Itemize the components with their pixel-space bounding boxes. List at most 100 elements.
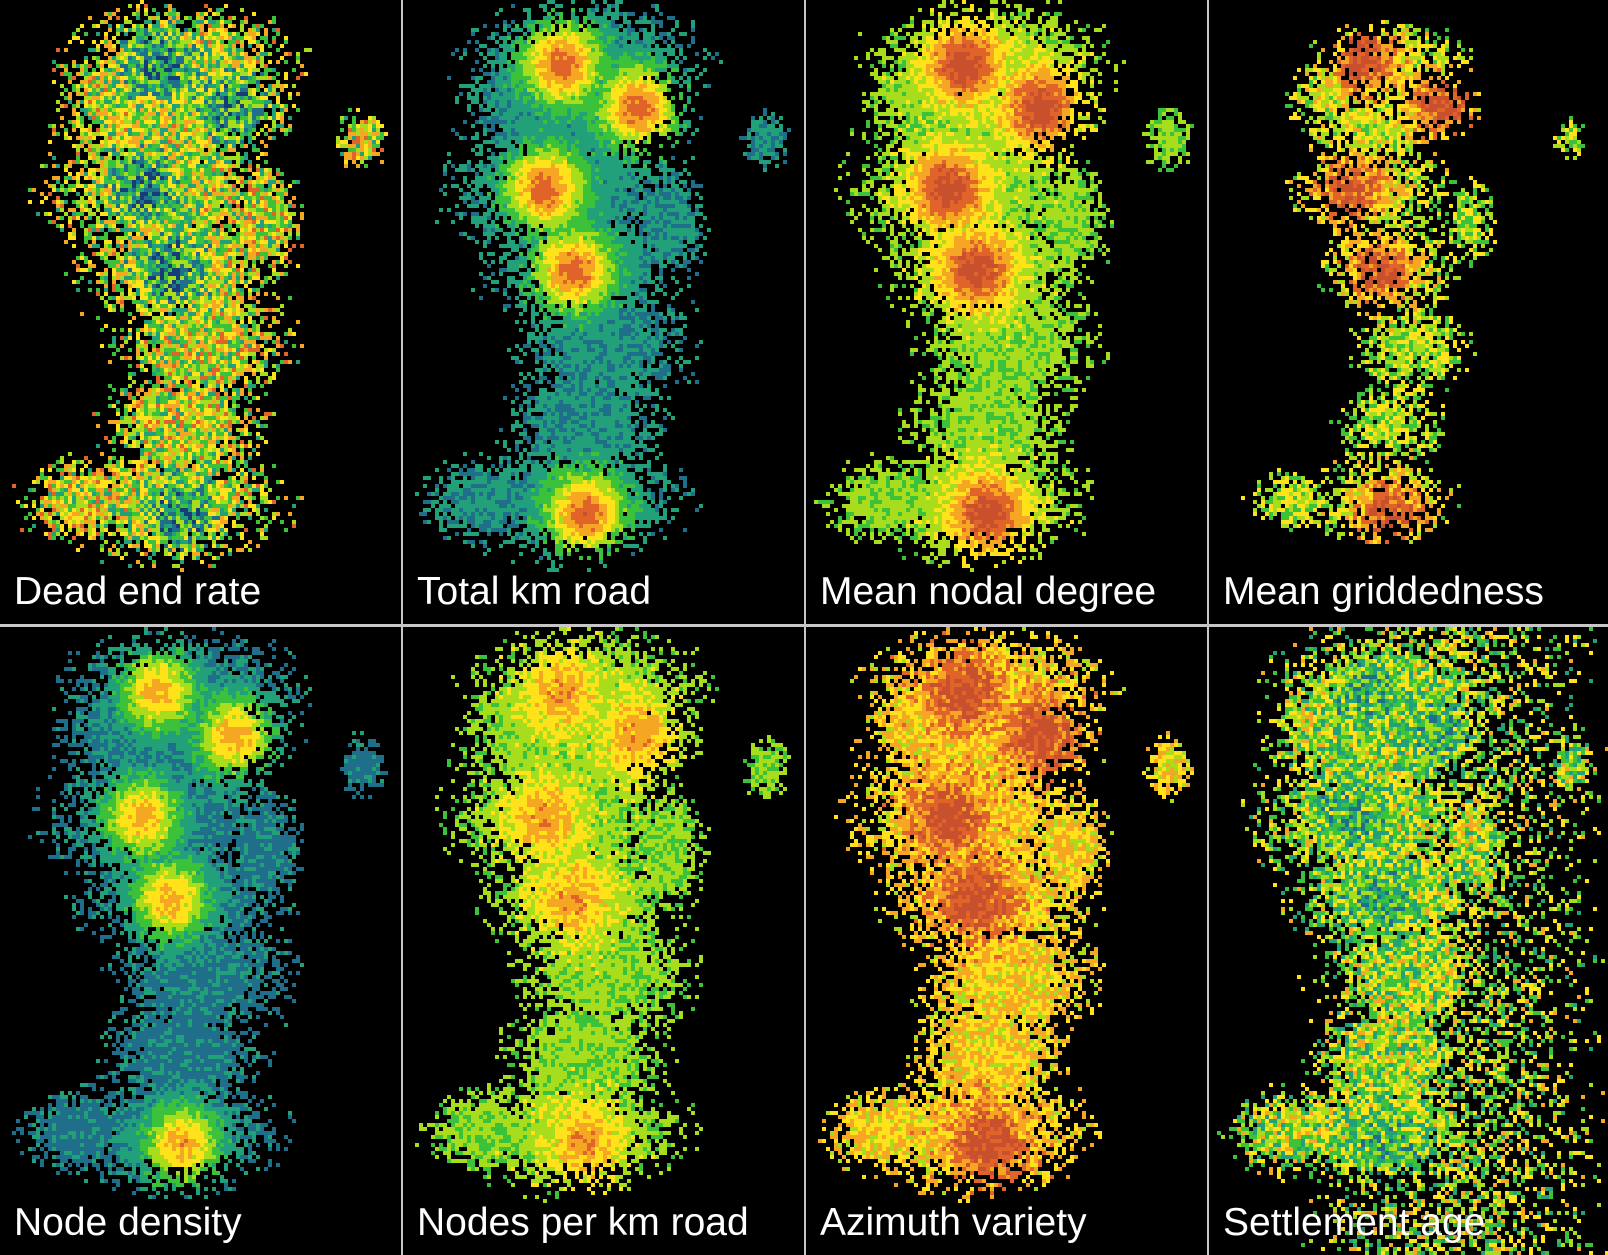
map-cell	[216, 420, 220, 424]
map-cell	[116, 180, 120, 184]
map-cell	[136, 52, 140, 56]
map-cell	[164, 216, 168, 220]
map-cell	[176, 40, 180, 44]
map-cell	[252, 368, 256, 372]
map-cell	[256, 24, 260, 28]
map-cell	[228, 316, 232, 320]
map-cell	[88, 116, 92, 120]
map-cell	[352, 160, 356, 164]
map-cell	[120, 52, 124, 56]
map-cell	[152, 224, 156, 228]
map-cell	[144, 80, 148, 84]
map-cell	[180, 208, 184, 212]
map-cell	[140, 476, 144, 480]
map-cell	[144, 420, 148, 424]
map-cell	[252, 24, 256, 28]
map-cell	[172, 380, 176, 384]
map-cell	[192, 264, 196, 268]
map-cell	[192, 140, 196, 144]
map-cell	[120, 228, 124, 232]
map-cell	[220, 400, 224, 404]
map-cell	[344, 144, 348, 148]
map-cell	[80, 256, 84, 260]
map-cell	[360, 124, 364, 128]
map-cell	[152, 248, 156, 252]
map-cell	[108, 72, 112, 76]
map-cell	[200, 100, 204, 104]
map-cell	[224, 240, 228, 244]
map-cell	[164, 244, 168, 248]
map-cell	[144, 168, 148, 172]
map-cell	[224, 64, 228, 68]
map-cell	[168, 44, 172, 48]
map-cell	[184, 464, 188, 468]
map-cell	[88, 84, 92, 88]
map-cell	[112, 212, 116, 216]
map-cell	[204, 428, 208, 432]
map-cell	[196, 284, 200, 288]
map-cell	[124, 80, 128, 84]
map-cell	[240, 300, 244, 304]
map-cell	[204, 304, 208, 308]
map-cell	[188, 124, 192, 128]
map-cell	[224, 336, 228, 340]
map-cell	[208, 444, 212, 448]
map-cell	[148, 352, 152, 356]
map-cell	[164, 416, 168, 420]
map-cell	[352, 116, 356, 120]
map-cell	[156, 368, 160, 372]
map-cell	[236, 40, 240, 44]
map-cell	[96, 200, 100, 204]
map-cell	[212, 460, 216, 464]
map-cell	[156, 92, 160, 96]
map-cell	[72, 468, 76, 472]
map-cell	[212, 24, 216, 28]
map-cell	[220, 116, 224, 120]
map-cell	[80, 460, 84, 464]
map-cell	[240, 124, 244, 128]
map-cell	[264, 144, 268, 148]
map-cell	[188, 392, 192, 396]
map-cell	[192, 308, 196, 312]
map-cell	[236, 392, 240, 396]
map-cell	[228, 60, 232, 64]
map-cell	[252, 120, 256, 124]
map-cell	[276, 172, 280, 176]
map-cell	[356, 140, 360, 144]
map-cell	[156, 284, 160, 288]
map-cell	[220, 312, 224, 316]
map-cell	[240, 184, 244, 188]
map-cell	[168, 432, 172, 436]
map-cell	[256, 192, 260, 196]
map-cell	[180, 392, 184, 396]
map-cell	[148, 276, 152, 280]
map-cell	[160, 420, 164, 424]
map-cell	[204, 72, 208, 76]
map-cell	[260, 180, 264, 184]
map-cell	[232, 292, 236, 296]
map-cell	[108, 48, 112, 52]
map-cell	[168, 8, 172, 12]
map-cell	[256, 120, 260, 124]
map-cell	[156, 68, 160, 72]
map-cell	[276, 216, 280, 220]
map-cell	[212, 92, 216, 96]
map-cell	[156, 480, 160, 484]
map-cell	[244, 384, 248, 388]
map-cell	[104, 260, 108, 264]
map-cell	[108, 40, 112, 44]
map-cell	[204, 384, 208, 388]
map-cell	[244, 220, 248, 224]
map-cell	[196, 316, 200, 320]
map-cell	[192, 384, 196, 388]
map-cell	[252, 420, 256, 424]
map-cell	[96, 444, 100, 448]
map-cell	[100, 132, 104, 136]
map-cell	[188, 316, 192, 320]
map-cell	[132, 212, 136, 216]
map-cell	[248, 64, 252, 68]
map-cell	[240, 236, 244, 240]
map-cell	[108, 212, 112, 216]
map-cell	[284, 236, 288, 240]
map-cell	[224, 68, 228, 72]
